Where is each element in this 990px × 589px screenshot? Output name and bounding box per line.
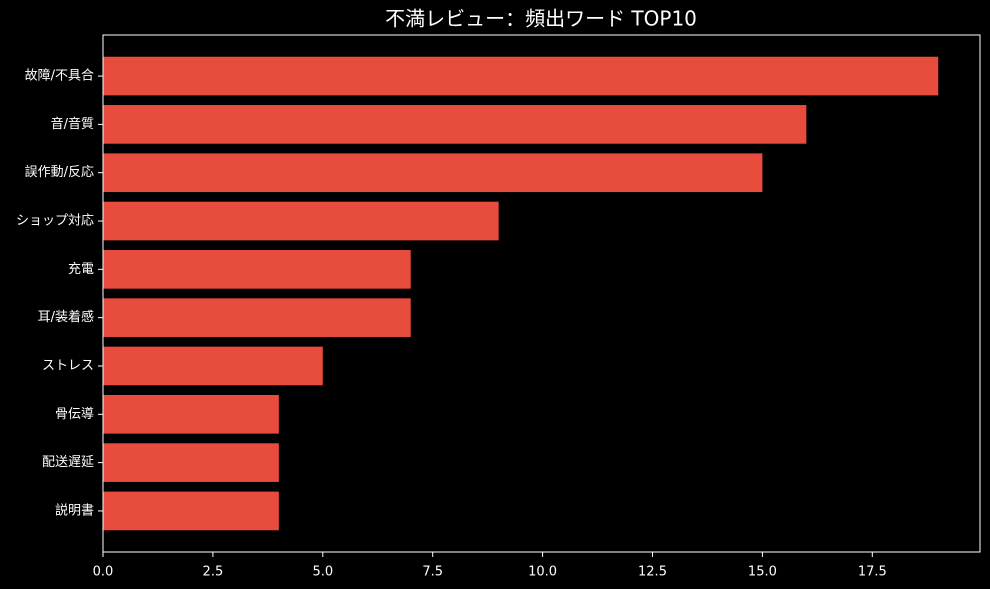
x-tick-label: 17.5 [858, 565, 887, 580]
y-tick-label: 音/音質 [51, 116, 94, 132]
y-tick-label: ストレス [42, 358, 94, 373]
y-tick-label: 故障/不具合 [25, 69, 94, 84]
y-tick-label: 誤作動/反応 [25, 164, 94, 180]
x-tick-label: 15.0 [748, 565, 777, 580]
bar [103, 394, 279, 434]
y-tick-label: 配送遅延 [42, 455, 94, 470]
chart-title: 不満レビュー：頻出ワード TOP10 [385, 7, 697, 31]
x-tick-label: 0.0 [93, 565, 114, 580]
bar [103, 105, 807, 144]
y-tick-label: 説明書 [55, 502, 94, 518]
y-tick-label: 充電 [68, 261, 94, 277]
bar [103, 250, 411, 289]
bar [103, 491, 279, 531]
x-tick-label: 2.5 [203, 565, 224, 580]
y-tick-label: 耳/装着感 [38, 309, 94, 325]
bar [103, 56, 939, 96]
bar [103, 346, 323, 386]
bar [103, 298, 411, 337]
x-tick-label: 5.0 [312, 565, 333, 580]
x-tick-label: 7.5 [422, 565, 443, 580]
x-tick-label: 10.0 [528, 565, 557, 580]
bar [103, 153, 763, 193]
bar [103, 443, 279, 482]
y-tick-label: ショップ対応 [16, 214, 94, 229]
bar [103, 201, 499, 241]
y-tick-label: 骨伝導 [55, 407, 94, 422]
x-tick-label: 12.5 [638, 565, 667, 580]
plot-frame [102, 34, 981, 553]
